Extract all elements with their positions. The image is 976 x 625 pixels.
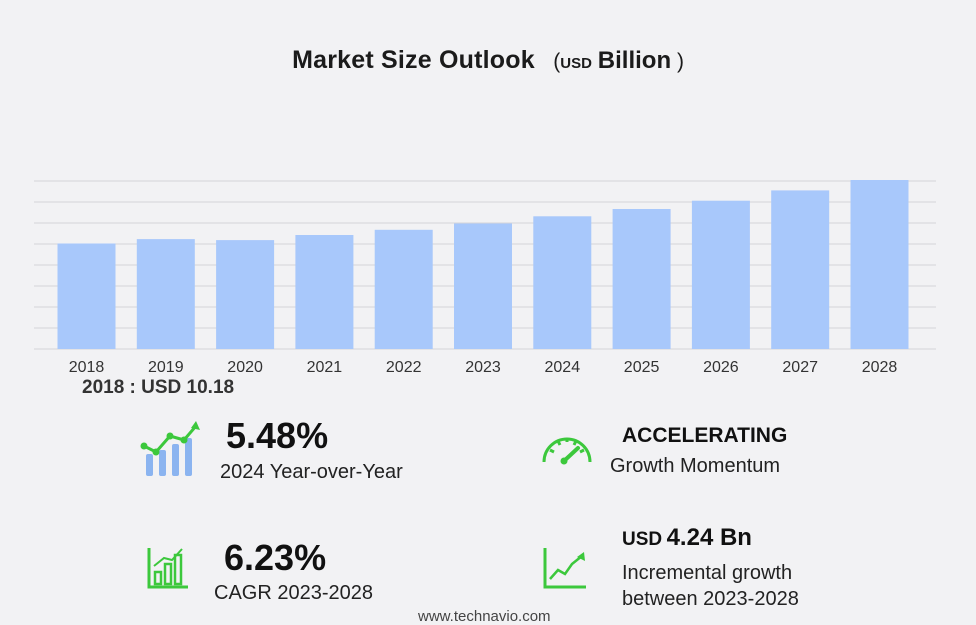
- bar-2026: [691, 200, 750, 349]
- momentum-stat-label: Growth Momentum: [610, 455, 780, 478]
- x-tick-2027: 2027: [782, 359, 818, 376]
- chart-x-tick-labels: 2018 2019 2020 2021 2022 2023 2024 2025 2026 2027…: [69, 359, 898, 376]
- bar-2028: [850, 180, 909, 349]
- bar-2019: [136, 239, 195, 349]
- x-tick-2021: 2021: [307, 359, 343, 376]
- unit-prefix: USD: [560, 55, 592, 72]
- x-tick-2023: 2023: [465, 359, 501, 376]
- x-tick-2026: 2026: [703, 359, 739, 376]
- cagr-stat: 6.23%: [224, 537, 326, 579]
- bar-2027: [771, 190, 830, 349]
- cagr-label: CAGR 2023-2028: [214, 582, 373, 604]
- bar-2025: [612, 209, 671, 349]
- unit-suffix: Billion: [597, 47, 672, 74]
- incremental-label-line1: Incremental growth: [622, 562, 793, 584]
- title-unit: (USD Billion ): [553, 47, 684, 74]
- x-tick-2022: 2022: [386, 359, 422, 376]
- incremental-stat: USD 4.24 Bn: [622, 524, 752, 552]
- bar-chart-icon: [147, 548, 188, 589]
- incremental-label-line2: between 2023-2028: [622, 588, 799, 610]
- speedometer-icon: [542, 437, 592, 465]
- trend-line-icon: [543, 548, 586, 589]
- title-main: Market Size Outlook: [292, 46, 535, 74]
- market-size-bar-chart: 2018 2019 2020 2021 2022 2023 2024 2025 2026 2027…: [34, 180, 936, 376]
- cagr-value: 6.23%: [224, 537, 327, 578]
- x-tick-2020: 2020: [227, 359, 263, 376]
- yoy-stat: 5.48%: [226, 415, 328, 457]
- incremental-value: 4.24 Bn: [666, 524, 752, 551]
- yoy-label: 2024 Year-over-Year: [220, 461, 403, 483]
- bar-2020: [216, 240, 275, 349]
- footer-url: www.technavio.com: [418, 608, 551, 625]
- growth-chart-icon: [140, 421, 200, 476]
- momentum-value: ACCELERATING: [622, 424, 788, 447]
- base-year-value: 2018 : USD 10.18: [82, 377, 235, 398]
- chart-bars: [57, 180, 909, 349]
- momentum-stat: ACCELERATING: [622, 424, 787, 448]
- incremental-stat-label: Incremental growth between 2023-2028: [622, 560, 799, 612]
- x-tick-2019: 2019: [148, 359, 184, 376]
- chart-title: Market Size Outlook (USD Billion ): [0, 46, 976, 75]
- bar-2023: [454, 223, 512, 349]
- x-tick-2024: 2024: [545, 359, 581, 376]
- x-tick-2018: 2018: [69, 359, 105, 376]
- bar-2024: [533, 216, 592, 349]
- incremental-prefix: USD: [622, 529, 663, 550]
- momentum-label: Growth Momentum: [610, 455, 781, 477]
- yoy-stat-label: 2024 Year-over-Year: [220, 461, 403, 484]
- x-tick-2025: 2025: [624, 359, 660, 376]
- bar-2021: [295, 235, 354, 349]
- bar-2018: [57, 243, 116, 349]
- cagr-stat-label: CAGR 2023-2028: [214, 582, 373, 605]
- bar-2022: [374, 229, 433, 349]
- yoy-value: 5.48%: [226, 415, 329, 456]
- x-tick-2028: 2028: [862, 359, 898, 376]
